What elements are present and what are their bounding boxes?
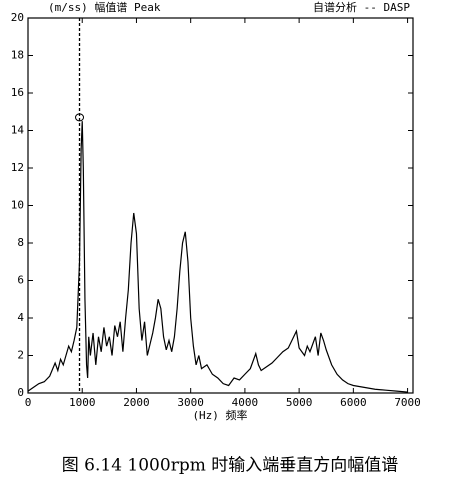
x-tick-label: 1000 (69, 396, 96, 409)
title-right: 自谱分析 -- DASP (313, 0, 410, 14)
y-tick-label: 8 (17, 236, 24, 249)
y-tick-label: 4 (17, 311, 24, 324)
x-tick-label: 6000 (340, 396, 367, 409)
y-tick-label: 6 (17, 274, 24, 287)
x-tick-label: 2000 (123, 396, 150, 409)
y-tick-label: 2 (17, 349, 24, 362)
x-tick-label: 7000 (394, 396, 421, 409)
x-tick-label: 5000 (286, 396, 313, 409)
x-tick-label: 0 (25, 396, 32, 409)
y-tick-label: 16 (11, 86, 24, 99)
y-tick-label: 14 (11, 124, 25, 137)
cursor-marker (75, 113, 85, 122)
x-axis-label: (Hz) 频率 (192, 408, 247, 422)
y-tick-label: 12 (11, 161, 24, 174)
spectrum-line (27, 121, 408, 393)
y-tick-label: 10 (11, 199, 24, 212)
x-tick-label: 4000 (232, 396, 259, 409)
y-tick-label: 18 (11, 49, 24, 62)
title-left: (m/ss) 幅值谱 Peak (48, 0, 161, 14)
y-tick-label: 0 (17, 386, 24, 399)
caption: 图 6.14 1000rpm 时输入端垂直方向幅值谱 (62, 456, 398, 476)
x-tick-label: 3000 (177, 396, 204, 409)
y-tick-label: 20 (11, 11, 24, 24)
